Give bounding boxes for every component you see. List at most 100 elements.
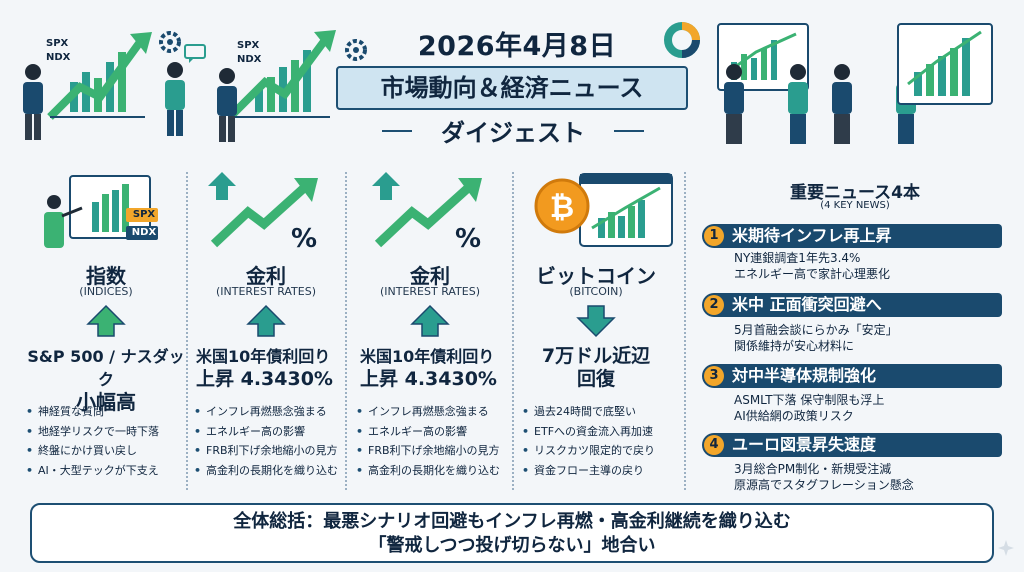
news-item-3-body: ASMLT下落 保守制限も浮上 AI供給網の政策リスク bbox=[734, 392, 996, 424]
list-item: 終盤にかけ買い戻し bbox=[26, 441, 198, 461]
svg-text:₿: ₿ bbox=[550, 190, 574, 225]
bullet-list-rates-2: インフレ再燃懸念強まる エネルギー高の影響 FRB利下げ余地縮小の見方 高金利の… bbox=[356, 402, 528, 480]
news-item-1-body: NY連銀調査1年先3.4% エネルギー高で家計心理悪化 bbox=[734, 250, 996, 282]
list-item: 地経学リスクで一時下落 bbox=[26, 422, 198, 442]
presenter-figure-icon bbox=[165, 62, 185, 136]
column-title-rates: 金利 bbox=[246, 264, 286, 288]
news-headline: 米中 正面衝突回避へ bbox=[732, 295, 882, 314]
news-detail-line: 3月総合PM制化・新規受注減 bbox=[734, 462, 892, 476]
headline-rates-line2: 上昇 4.3430% bbox=[196, 368, 333, 390]
list-item: 高金利の長期化を織り込む bbox=[356, 461, 528, 481]
column-title-bitcoin: ビットコイン bbox=[536, 264, 656, 288]
news-item-2-header: 2 米中 正面衝突回避へ bbox=[702, 293, 1002, 317]
headline-bitcoin: 7万ドル近辺 回復 bbox=[510, 345, 682, 391]
news-item-4-header: 4 ユーロ図景昇失速度 bbox=[702, 433, 1002, 457]
subtitle-rule-right bbox=[614, 130, 644, 132]
spx-label: SPX bbox=[46, 38, 69, 49]
news-detail-line: AI供給網の政策リスク bbox=[734, 409, 854, 423]
spx-label-2: SPX bbox=[237, 40, 260, 51]
headline-rates-2-line1: 米国10年債利回り bbox=[360, 347, 495, 366]
presentation-board-illustration bbox=[897, 23, 993, 105]
bullet-list-rates: インフレ再燃懸念強まる エネルギー高の影響 FRB利下げ余地縮小の見方 高金利の… bbox=[194, 402, 366, 480]
gear-icon-2 bbox=[345, 39, 367, 61]
chat-bubble-icon bbox=[184, 44, 206, 63]
ndx-tag: NDX bbox=[131, 227, 157, 238]
list-item: 資金フロー主導の戻り bbox=[522, 461, 694, 481]
news-item-1-header: 1 米期待インフレ再上昇 bbox=[702, 224, 1002, 248]
report-subtitle-text: ダイジェスト bbox=[441, 119, 585, 147]
team-figures-icon bbox=[724, 64, 916, 144]
analyst-figure-icon-2 bbox=[217, 68, 237, 142]
news-detail-line: 5月首融会談にらかみ「安定」 bbox=[734, 323, 898, 337]
rising-chart-illustration-center bbox=[227, 30, 336, 120]
rates-chart-icon-2 bbox=[372, 172, 482, 248]
indices-chart-icon bbox=[44, 175, 158, 248]
down-arrow-icon bbox=[576, 305, 616, 338]
news-number-badge: 3 bbox=[704, 366, 724, 386]
news-section-title: 重要ニュース4本 bbox=[790, 183, 920, 203]
column-subtitle-rates-2: (INTEREST RATES) bbox=[379, 285, 481, 298]
news-detail-line: ASMLT下落 保守制限も浮上 bbox=[734, 393, 885, 407]
column-divider bbox=[512, 172, 514, 490]
up-arrow-icon bbox=[410, 304, 450, 337]
headline-rates-2-line2: 上昇 4.3430% bbox=[360, 368, 497, 390]
sparkle-icon bbox=[998, 540, 1014, 556]
list-item: ETFへの資金流入再加速 bbox=[522, 422, 694, 442]
column-divider bbox=[345, 172, 347, 490]
up-arrow-icon bbox=[86, 304, 126, 337]
headline-rates-line1: 米国10年債利回り bbox=[196, 347, 331, 366]
list-item: 過去24時間で底堅い bbox=[522, 402, 694, 422]
overall-summary-box: 全体総括：最悪シナリオ回避もインフレ再燃・高金利継続を織り込む 「警戒しつつ投げ… bbox=[30, 503, 994, 563]
headline-bitcoin-line1: 7万ドル近辺 bbox=[541, 345, 651, 367]
list-item: 高金利の長期化を織り込む bbox=[194, 461, 366, 481]
ndx-label-2: NDX bbox=[237, 54, 262, 65]
news-headline: 対中半導体規制強化 bbox=[732, 366, 877, 385]
report-title: 市場動向＆経済ニュース bbox=[336, 66, 688, 110]
summary-line-2: 「警戒しつつ投げ切らない」地合い bbox=[368, 535, 656, 556]
news-number-badge: 2 bbox=[704, 295, 724, 315]
column-subtitle-rates: (INTEREST RATES) bbox=[215, 285, 317, 298]
column-divider bbox=[186, 172, 188, 490]
rates-chart-icon bbox=[208, 172, 318, 248]
rising-chart-illustration-left bbox=[47, 32, 152, 120]
news-headline: 米期待インフレ再上昇 bbox=[732, 226, 892, 245]
bullet-list-indices: 神経質な質問 地経学リスクで一時下落 終盤にかけ買い戻し AI・大型テックが下支… bbox=[26, 402, 198, 480]
percent-icon-2: % bbox=[455, 224, 482, 254]
report-subtitle: ダイジェスト bbox=[372, 113, 654, 148]
headline-bitcoin-line2: 回復 bbox=[576, 368, 615, 390]
summary-line-1: 全体総括：最悪シナリオ回避もインフレ再燃・高金利継続を織り込む bbox=[233, 511, 791, 532]
column-subtitle-bitcoin: (BITCOIN) bbox=[569, 285, 623, 298]
spx-tag: SPX bbox=[132, 209, 156, 220]
news-number-badge: 1 bbox=[704, 226, 724, 246]
list-item: FRB利下げ余地縮小の見方 bbox=[194, 441, 366, 461]
headline-rates: 米国10年債利回り 上昇 4.3430% bbox=[182, 345, 368, 391]
bullet-list-bitcoin: 過去24時間で底堅い ETFへの資金流入再加速 リスクカツ限定的で戻り 資金フロ… bbox=[522, 402, 694, 480]
column-subtitle-indices: (INDICES) bbox=[79, 285, 133, 298]
list-item: FRB利下げ余地縮小の見方 bbox=[356, 441, 528, 461]
news-detail-line: 関係維持が安心材料に bbox=[734, 339, 855, 353]
news-item-3-header: 3 対中半導体規制強化 bbox=[702, 364, 1002, 388]
headline-indices-line1: S&P 500 / ナスダック bbox=[27, 347, 185, 389]
column-divider bbox=[684, 172, 686, 490]
headline-rates-2: 米国10年債利回り 上昇 4.3430% bbox=[346, 345, 532, 391]
news-item-4-body: 3月総合PM制化・新規受注減 原源高でスタグフレーション懸念 bbox=[734, 461, 996, 493]
list-item: インフレ再燃懸念強まる bbox=[194, 402, 366, 422]
ndx-label: NDX bbox=[46, 52, 71, 63]
pie-chart-icon bbox=[664, 22, 700, 58]
bitcoin-icon: ₿ bbox=[534, 173, 673, 247]
news-section-subtitle: (4 KEY NEWS) bbox=[820, 200, 890, 211]
column-title-rates-2: 金利 bbox=[410, 264, 450, 288]
list-item: インフレ再燃懸念強まる bbox=[356, 402, 528, 422]
analyst-figure-icon bbox=[23, 64, 43, 140]
gear-icon bbox=[159, 31, 181, 53]
news-headline: ユーロ図景昇失速度 bbox=[732, 435, 877, 454]
list-item: エネルギー高の影響 bbox=[194, 422, 366, 442]
column-title-indices: 指数 bbox=[86, 264, 126, 288]
report-date: 2026年4月8日 bbox=[417, 31, 617, 62]
news-item-2-body: 5月首融会談にらかみ「安定」 関係維持が安心材料に bbox=[734, 322, 996, 354]
news-number-badge: 4 bbox=[704, 435, 724, 455]
list-item: 神経質な質問 bbox=[26, 402, 198, 422]
subtitle-rule-left bbox=[382, 130, 412, 132]
percent-icon: % bbox=[291, 224, 318, 254]
news-detail-line: 原源高でスタグフレーション懸念 bbox=[734, 478, 914, 492]
